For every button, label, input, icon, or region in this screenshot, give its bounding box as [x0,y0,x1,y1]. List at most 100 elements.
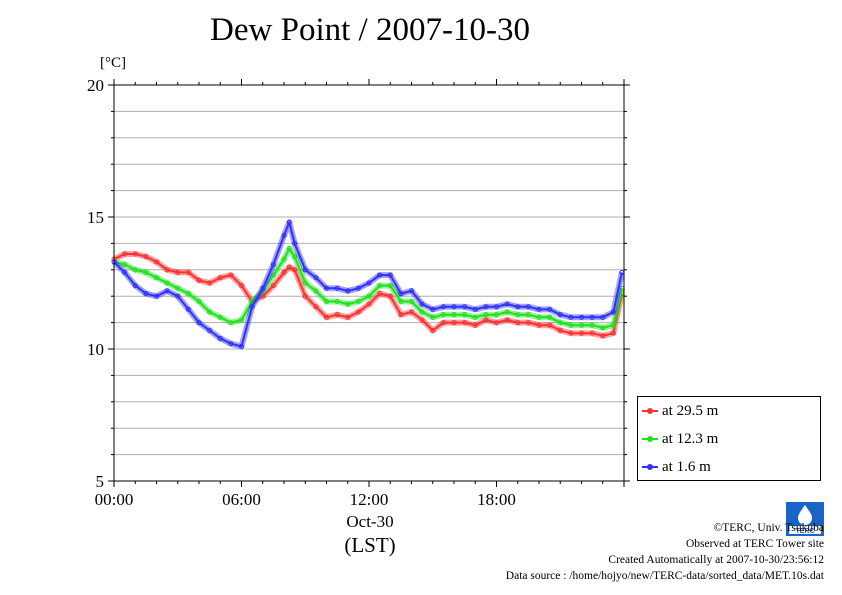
data-point [292,267,298,273]
data-point [270,272,276,278]
data-point [355,309,361,315]
data-point [239,317,244,323]
x-tick-label: 06:00 [222,490,261,509]
data-point [409,298,414,304]
data-point [313,288,319,294]
data-point [185,306,191,312]
axis-ticks: 5 10 15 20 00:00 06:00 12:00 18:00 [87,76,630,509]
series-layer [111,219,625,350]
data-point [286,246,292,252]
x-tick-label: 12:00 [350,490,389,509]
y-tick-label: 5 [96,472,105,491]
data-point [472,322,478,328]
data-point [504,301,510,307]
legend-swatch-blue [642,462,658,472]
data-point [504,317,510,323]
data-point [440,312,446,318]
data-point [494,312,499,318]
data-point [355,298,361,304]
data-point [239,283,244,289]
data-point [377,283,383,289]
data-point [164,280,170,286]
data-point [366,280,372,286]
data-point [398,298,404,304]
data-point [281,256,287,262]
y-tick-label: 20 [87,76,104,95]
data-point [164,267,170,273]
data-point [589,330,595,336]
data-point [579,330,584,336]
data-point [472,314,478,320]
data-point [387,293,393,299]
x-tick-label: 18:00 [477,490,516,509]
data-point [185,291,191,297]
data-point [557,320,563,326]
data-point [286,264,292,270]
data-point [132,283,138,289]
data-point [366,293,372,299]
legend-swatch-green [642,434,658,444]
data-point [515,304,521,310]
data-point [143,291,149,297]
data-point [302,267,308,273]
series-1 [111,245,625,331]
data-point [270,283,276,289]
data-point [600,333,606,339]
x-axis-title: (LST) [344,533,396,557]
data-point [515,320,521,326]
data-point [228,341,234,347]
data-point [610,309,616,315]
data-point [589,322,595,328]
data-point [334,312,340,318]
data-point [154,259,159,265]
data-point [568,322,574,328]
data-point [122,251,128,257]
data-point [377,291,383,297]
observed-text: Observed at TERC Tower site [685,538,824,550]
data-point [260,285,266,291]
data-point [504,309,510,315]
y-tick-label: 15 [87,208,104,227]
data-point [175,285,181,291]
data-point [557,312,563,318]
data-point [525,320,531,326]
data-point [281,269,287,275]
data-point [451,304,457,310]
created-text: Created Automatically at 2007-10-30/23:5… [608,554,824,566]
x-axis-date-label: Oct-30 [346,512,394,531]
legend-label: at 29.5 m [662,402,719,419]
data-point [398,291,404,297]
data-point [228,272,234,278]
data-point [536,314,542,320]
data-point [451,312,457,318]
data-point [610,330,616,336]
data-point [483,317,489,323]
data-point [324,314,329,320]
data-point [324,285,329,291]
data-point [122,262,128,268]
data-point [547,314,553,320]
data-point [132,267,138,273]
credits: ©TERC, Univ. Tsukuba Observed at TERC To… [506,520,824,584]
logo-text: TERC [795,528,814,535]
data-point [579,314,584,320]
data-point [122,269,128,275]
data-point [568,330,574,336]
data-point [472,306,478,312]
data-point [525,312,531,318]
data-point [185,269,191,275]
data-point [440,304,446,310]
data-point [217,335,223,341]
data-point [525,304,531,310]
data-point [334,285,340,291]
data-point [409,288,414,294]
data-point [398,312,404,318]
data-point [175,293,181,299]
data-point [207,328,213,334]
data-point [430,328,436,334]
data-point [313,275,319,281]
data-point [207,280,213,286]
data-point [217,275,223,281]
data-point [494,320,499,326]
